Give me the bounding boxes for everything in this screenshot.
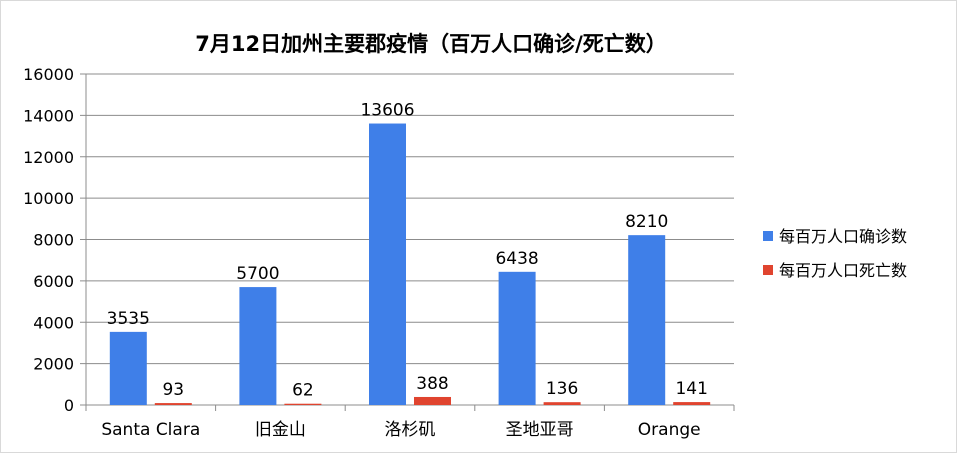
x-category-label: Orange bbox=[638, 420, 701, 440]
confirmed-bar bbox=[628, 235, 666, 405]
y-tick-label: 14000 bbox=[23, 106, 74, 125]
death-value-label: 141 bbox=[675, 379, 707, 399]
grid bbox=[86, 73, 734, 365]
death-value-label: 62 bbox=[292, 381, 314, 401]
confirmed-value-label: 3535 bbox=[107, 309, 150, 329]
chart-title: 7月12日加州主要郡疫情（百万人口确诊/死亡数） bbox=[195, 32, 667, 56]
x-category-label: Santa Clara bbox=[101, 420, 200, 440]
legend-swatch bbox=[763, 265, 773, 275]
y-tick-label: 16000 bbox=[23, 65, 74, 84]
confirmed-value-label: 13606 bbox=[360, 101, 414, 121]
death-value-label: 93 bbox=[162, 380, 184, 400]
death-bar bbox=[154, 403, 192, 405]
y-tick-label: 10000 bbox=[23, 189, 74, 208]
death-bar bbox=[414, 396, 451, 405]
confirmed-value-label: 5700 bbox=[236, 264, 279, 284]
x-category-label: 洛杉矶 bbox=[385, 420, 436, 440]
legend-label: 每百万人口死亡数 bbox=[779, 261, 907, 280]
y-tick-label: 0 bbox=[64, 396, 74, 415]
confirmed-value-label: 8210 bbox=[625, 212, 668, 232]
death-bar bbox=[543, 402, 581, 405]
confirmed-bar bbox=[369, 123, 406, 405]
legend-label: 每百万人口确诊数 bbox=[779, 227, 907, 246]
y-tick-label: 4000 bbox=[33, 313, 74, 332]
death-bar bbox=[673, 402, 711, 405]
legend-swatch bbox=[763, 231, 773, 241]
death-value-label: 136 bbox=[546, 379, 578, 399]
death-value-label: 388 bbox=[416, 374, 448, 394]
confirmed-bar bbox=[109, 331, 147, 405]
confirmed-bar bbox=[498, 271, 536, 405]
y-tick-label: 6000 bbox=[33, 272, 74, 291]
confirmed-bar bbox=[239, 287, 277, 405]
y-tick-label: 8000 bbox=[33, 231, 74, 250]
x-category-label: 圣地亚哥 bbox=[506, 420, 574, 440]
death-bar bbox=[284, 403, 322, 405]
confirmed-value-label: 6438 bbox=[495, 249, 538, 269]
data-labels: 3535 93 5700 62 13606 388 6438 136 8210 141 bbox=[107, 101, 708, 401]
x-category-label: 旧金山 bbox=[255, 420, 306, 440]
y-tick-label: 2000 bbox=[33, 355, 74, 374]
bars bbox=[109, 123, 711, 405]
axes: 0 2000 4000 6000 8000 10000 12000 14000 16000 San… bbox=[23, 65, 735, 440]
y-tick-label: 12000 bbox=[23, 148, 74, 167]
